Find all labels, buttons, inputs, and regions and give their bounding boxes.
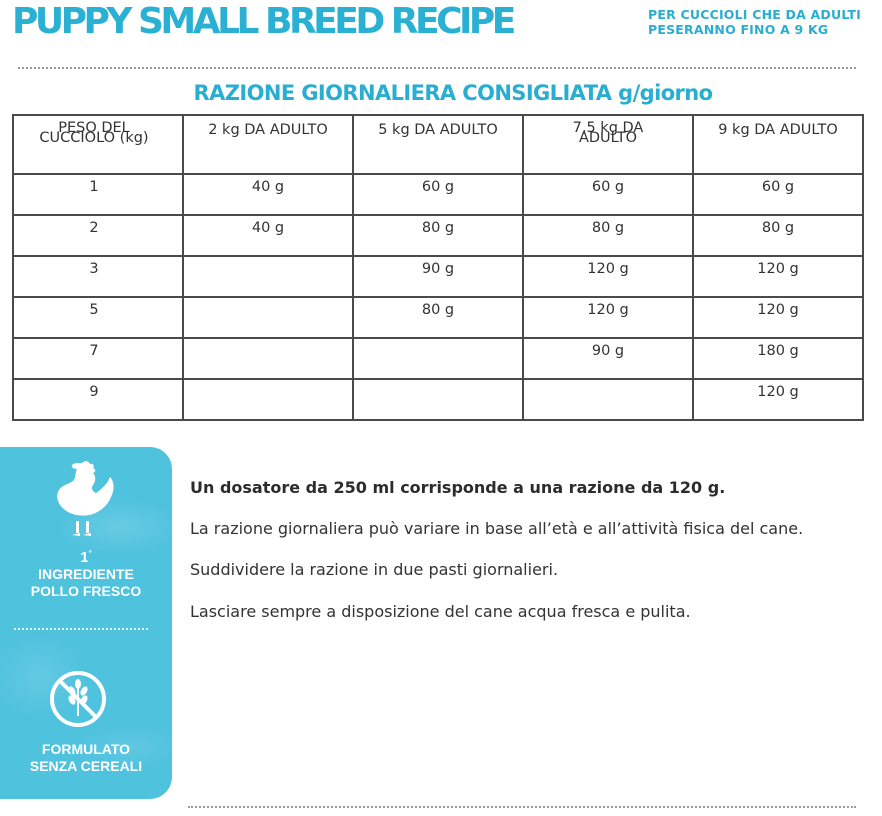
subtitle-line-1: PER CUCCIOLI CHE DA ADULTI bbox=[648, 7, 861, 22]
chicken-icon bbox=[57, 461, 114, 536]
table-row: 7 90 g 180 g bbox=[12, 337, 864, 380]
table-cell: 180 g bbox=[692, 337, 864, 380]
page-title: PUPPY SMALL BREED RECIPE bbox=[12, 1, 516, 42]
feature-panel: 1° INGREDIENTE POLLO FRESCO FORMULATO SE… bbox=[0, 447, 172, 799]
table-header-row: PESO DEL CUCCIOLO (kg) 2 kg DA ADULTO 5 … bbox=[12, 114, 864, 175]
table-cell bbox=[352, 337, 524, 380]
table-cell bbox=[182, 337, 354, 380]
table-cell: 60 g bbox=[522, 173, 694, 216]
header-cell-5kg: 5 kg DA ADULTO bbox=[352, 114, 524, 175]
header-cell-7-5kg: 7,5 kg DA ADULTO bbox=[522, 114, 694, 175]
table-cell: 120 g bbox=[692, 255, 864, 298]
division-note: Suddividere la razione in due pasti gior… bbox=[190, 560, 559, 579]
table-cell: 9 bbox=[12, 378, 184, 421]
table-cell: 2 bbox=[12, 214, 184, 257]
table-cell: 80 g bbox=[352, 296, 524, 339]
ingredient-label: INGREDIENTE POLLO FRESCO bbox=[30, 566, 142, 599]
table-cell: 120 g bbox=[522, 255, 694, 298]
table-cell: 80 g bbox=[352, 214, 524, 257]
grain-free-label: FORMULATO SENZA CEREALI bbox=[29, 741, 143, 774]
table-row: 2 40 g 80 g 80 g 80 g bbox=[12, 214, 864, 257]
variation-note: La razione giornaliera può variare in ba… bbox=[190, 519, 804, 538]
panel-dotted-divider bbox=[14, 628, 148, 630]
table-row: 9 120 g bbox=[12, 378, 864, 421]
feeding-notes: Un dosatore da 250 ml corrisponde a una … bbox=[190, 477, 850, 622]
table-row: 3 90 g 120 g 120 g bbox=[12, 255, 864, 298]
table-cell: 80 g bbox=[692, 214, 864, 257]
table-cell: 1 bbox=[12, 173, 184, 216]
table-cell bbox=[182, 378, 354, 421]
table-cell: 40 g bbox=[182, 173, 354, 216]
no-grain-icon bbox=[50, 671, 106, 727]
page-subtitle: PER CUCCIOLI CHE DA ADULTI PESERANNO FIN… bbox=[648, 7, 882, 37]
table-cell: 120 g bbox=[522, 296, 694, 339]
table-cell: 60 g bbox=[692, 173, 864, 216]
table-cell: 120 g bbox=[692, 378, 864, 421]
table-cell bbox=[182, 296, 354, 339]
table-cell: 3 bbox=[12, 255, 184, 298]
table-cell: 90 g bbox=[352, 255, 524, 298]
header-cell-9kg: 9 kg DA ADULTO bbox=[692, 114, 864, 175]
table-cell: 40 g bbox=[182, 214, 354, 257]
table-row: 5 80 g 120 g 120 g bbox=[12, 296, 864, 339]
header-cell-puppy-weight: PESO DEL CUCCIOLO (kg) bbox=[12, 114, 184, 175]
subtitle-line-2: PESERANNO FINO A 9 KG bbox=[648, 22, 829, 37]
table-cell: 90 g bbox=[522, 337, 694, 380]
dotted-divider-bottom bbox=[188, 806, 856, 808]
table-cell: 120 g bbox=[692, 296, 864, 339]
table-cell: 7 bbox=[12, 337, 184, 380]
table-cell bbox=[352, 378, 524, 421]
dotted-divider-top bbox=[18, 67, 856, 69]
table-row: 1 40 g 60 g 60 g 60 g bbox=[12, 173, 864, 216]
table-cell: 5 bbox=[12, 296, 184, 339]
table-title: RAZIONE GIORNALIERA CONSIGLIATA g/giorno bbox=[193, 81, 714, 105]
ration-table: PESO DEL CUCCIOLO (kg) 2 kg DA ADULTO 5 … bbox=[12, 114, 864, 421]
header-cell-2kg: 2 kg DA ADULTO bbox=[182, 114, 354, 175]
dosage-note: Un dosatore da 250 ml corrisponde a una … bbox=[190, 478, 726, 497]
table-cell bbox=[522, 378, 694, 421]
water-note: Lasciare sempre a disposizione del cane … bbox=[190, 602, 691, 621]
table-cell: 60 g bbox=[352, 173, 524, 216]
ingredient-rank: 1° bbox=[80, 549, 92, 566]
table-cell bbox=[182, 255, 354, 298]
table-cell: 80 g bbox=[522, 214, 694, 257]
